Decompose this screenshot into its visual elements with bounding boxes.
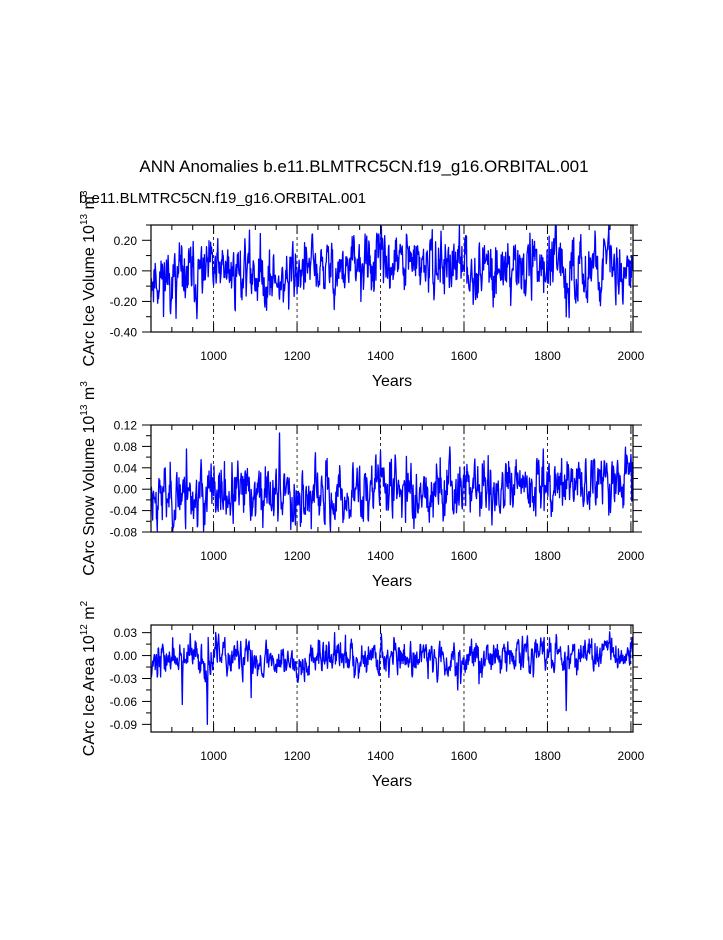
ice-area-panel: 1000 1200 1400 1600 1800 2000 Years -0.09 -0.06 -… [79, 600, 645, 790]
snow-volume-x-tick-label: 1800 [534, 549, 561, 563]
snow-volume-y-tick-label: -0.04 [110, 504, 138, 518]
ice-volume-y-tick-label: 0.20 [114, 234, 138, 248]
ice-volume-x-tick-label: 1200 [284, 349, 311, 363]
ice-area-x-axis-title: Years [372, 773, 412, 790]
snow-volume-x-axis-title: Years [372, 573, 412, 590]
ice-volume-panel: 1000 1200 1400 1600 1800 2000 Years -0.40 -0.20 0… [79, 190, 645, 390]
snow-volume-x-tick-label: 1600 [451, 549, 478, 563]
ice-volume-x-tick-label: 1000 [200, 349, 227, 363]
case-label: b.e11.BLMTRC5CN.f19_g16.ORBITAL.001 [79, 190, 366, 207]
snow-volume-y-tick-label: 0.08 [114, 440, 138, 454]
ice-area-y-tick-label: 0.03 [114, 626, 138, 640]
snow-volume-y-tick-label: 0.12 [114, 419, 138, 433]
snow-volume-y-axis-title: CArc Snow Volume 1013 m3 [79, 381, 98, 576]
snow-volume-y-tick-label: -0.08 [110, 526, 138, 540]
ice-volume-y-tick-label: 0.00 [114, 264, 138, 278]
ice-volume-series-line [150, 225, 634, 320]
ice-area-y-tick-label: -0.06 [110, 695, 138, 709]
ice-area-y-tick-label: 0.00 [114, 649, 138, 663]
ice-volume-x-axis-title: Years [372, 373, 412, 390]
ice-area-x-tick-label: 1600 [451, 749, 478, 763]
ice-volume-x-tick-label: 1400 [367, 349, 394, 363]
ice-volume-x-tick-label: 1800 [534, 349, 561, 363]
ice-area-x-tick-label: 1200 [284, 749, 311, 763]
snow-volume-x-tick-label: 2000 [618, 549, 645, 563]
snow-volume-series-line [150, 432, 634, 532]
ice-area-x-tick-label: 1000 [200, 749, 227, 763]
ice-volume-x-tick-label: 2000 [618, 349, 645, 363]
snow-volume-x-tick-label: 1000 [200, 549, 227, 563]
snow-volume-y-tick-label: 0.00 [114, 483, 138, 497]
ice-area-x-tick-label: 1400 [367, 749, 394, 763]
ice-area-plot-frame [150, 624, 634, 733]
ice-volume-y-tick-label: -0.20 [110, 295, 138, 309]
ice-volume-y-tick-label: -0.40 [110, 326, 138, 340]
snow-volume-x-tick-label: 1200 [284, 549, 311, 563]
snow-volume-panel: 1000 1200 1400 1600 1800 2000 Years -0.08 -0.04 0… [79, 381, 645, 590]
ice-area-y-axis-title: CArc Ice Area 1012 m2 [79, 600, 98, 756]
ice-area-series-line [150, 631, 634, 726]
snow-volume-y-tick-label: 0.04 [114, 461, 138, 475]
page-title: ANN Anomalies b.e11.BLMTRC5CN.f19_g16.OR… [139, 157, 588, 176]
ice-area-y-tick-label: -0.03 [110, 672, 138, 686]
ice-volume-y-axis-title: CArc Ice Volume 1013 m3 [79, 190, 98, 366]
ice-area-x-tick-label: 2000 [618, 749, 645, 763]
ice-area-x-tick-label: 1800 [534, 749, 561, 763]
ice-volume-x-tick-label: 1600 [451, 349, 478, 363]
ice-volume-plot-frame [150, 224, 634, 333]
ice-area-y-tick-label: -0.09 [110, 718, 138, 732]
snow-volume-x-tick-label: 1400 [367, 549, 394, 563]
